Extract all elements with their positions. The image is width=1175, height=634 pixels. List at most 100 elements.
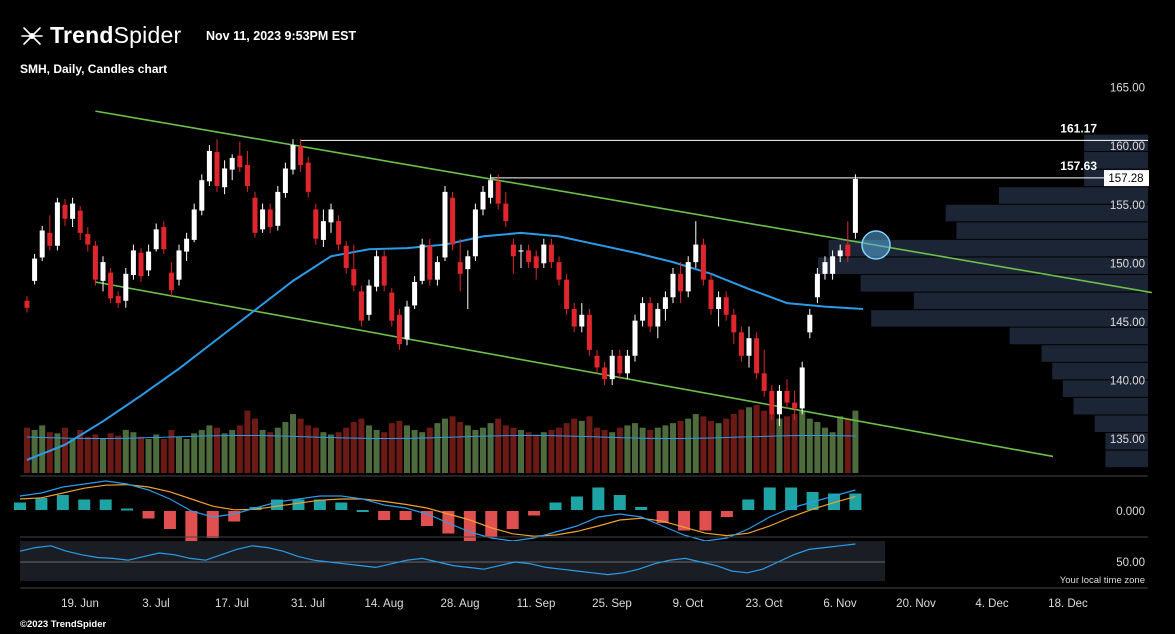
- volume-bar: [373, 429, 380, 473]
- volume-bar: [39, 425, 46, 473]
- candle-body: [374, 256, 380, 287]
- volume-bar: [442, 418, 448, 473]
- volume-profile-bar: [1094, 415, 1148, 433]
- volume-bar: [138, 436, 144, 473]
- candle-body: [837, 250, 843, 257]
- macd-histogram-bar: [742, 499, 755, 510]
- volume-profile-bar: [1041, 345, 1148, 362]
- volume-bar: [654, 427, 661, 473]
- candle-body: [214, 152, 220, 187]
- volume-bar: [753, 405, 760, 473]
- last-price-label: 157.28: [1108, 173, 1143, 185]
- volume-bar: [480, 427, 486, 473]
- volume-bar: [84, 436, 91, 473]
- time-tick-label: 25. Sep: [592, 598, 632, 610]
- candle-body: [184, 238, 190, 252]
- candle-body: [465, 256, 471, 270]
- macd-histogram-bar: [699, 511, 712, 531]
- volume-bar: [229, 429, 236, 473]
- volume-profile: [818, 134, 1148, 468]
- candle-body: [252, 197, 258, 233]
- candle-body: [632, 320, 638, 356]
- macd-histogram-bar: [635, 507, 648, 510]
- candle-body: [290, 145, 296, 170]
- macd-histogram-bar: [570, 496, 583, 510]
- candle-body: [662, 297, 668, 309]
- volume-bar: [274, 427, 281, 473]
- volume-profile-bar: [1084, 134, 1148, 152]
- candle-body: [510, 244, 516, 257]
- volume-bar: [358, 418, 365, 473]
- volume-bar: [267, 432, 274, 473]
- candle-body: [237, 155, 243, 168]
- volume-bar: [168, 429, 175, 473]
- rsi-axis-label: 50.00: [1116, 557, 1145, 569]
- timezone-note: Your local time zone: [1059, 575, 1145, 586]
- volume-profile-bar: [1105, 450, 1148, 468]
- macd-histogram-bar: [35, 498, 48, 510]
- time-tick-label: 3. Jul: [142, 598, 170, 610]
- time-tick-label: 17. Jul: [215, 598, 249, 610]
- volume-bar: [768, 414, 775, 473]
- volume-bar: [388, 423, 395, 473]
- candle-body: [62, 204, 68, 219]
- macd-histogram-bar: [378, 511, 391, 520]
- volume-profile-bar: [1009, 327, 1148, 345]
- volume-bar: [366, 425, 372, 473]
- time-tick-label: 28. Aug: [440, 598, 479, 610]
- macd-histogram-bar: [313, 499, 326, 510]
- volume-bar: [540, 432, 547, 473]
- macd-histogram-bar: [292, 499, 305, 510]
- candle-body: [571, 308, 577, 327]
- volume-bar: [556, 427, 562, 473]
- candle-body: [602, 367, 608, 380]
- macd-histogram-bar: [528, 511, 541, 516]
- candle-body: [617, 355, 623, 374]
- volume-bar: [396, 420, 403, 473]
- volume-bar: [799, 410, 806, 473]
- macd-histogram-bar: [163, 511, 176, 529]
- volume-bar: [472, 429, 479, 473]
- timestamp: Nov 11, 2023 9:53PM EST: [206, 29, 357, 43]
- volume-bar: [601, 429, 608, 473]
- volume-profile-bar: [913, 292, 1148, 310]
- candle-body: [275, 191, 281, 226]
- volume-bar: [176, 436, 182, 473]
- trendspider-logo-icon: [21, 26, 43, 45]
- candle-body: [244, 164, 250, 187]
- volume-bar: [434, 423, 441, 473]
- candle-body: [381, 256, 387, 286]
- candle-body: [404, 306, 410, 340]
- volume-bar: [761, 410, 768, 473]
- volume-bar: [191, 433, 198, 473]
- volume-bar: [548, 429, 555, 473]
- volume-profile-bar: [860, 275, 1148, 292]
- volume-bar: [290, 414, 296, 473]
- macd-panel: 0.000: [14, 475, 1148, 542]
- volume-bar: [708, 420, 714, 473]
- candle-body: [769, 390, 775, 415]
- volume-bar: [844, 418, 851, 473]
- candle-body: [822, 262, 828, 274]
- volume-bar: [130, 432, 137, 473]
- volume-bar: [236, 425, 243, 473]
- macd-histogram-bar: [206, 511, 219, 538]
- volume-bar: [692, 414, 699, 473]
- time-tick-label: 6. Nov: [823, 598, 856, 610]
- volume-bar: [305, 425, 312, 473]
- volume-bar: [510, 427, 517, 473]
- macd-histogram-bar: [399, 511, 412, 520]
- volume-bar: [449, 416, 456, 473]
- candle-body: [495, 181, 501, 204]
- candle-body: [366, 285, 372, 315]
- level-label: 157.63: [1060, 159, 1097, 173]
- volume-bar: [624, 425, 631, 473]
- volume-bar: [464, 425, 471, 473]
- candle-body: [814, 273, 820, 298]
- volume-bar: [404, 425, 410, 473]
- volume-bar: [457, 422, 464, 473]
- volume-bar: [198, 429, 205, 473]
- macd-histogram-bar: [271, 499, 284, 510]
- macd-histogram-bar: [549, 502, 562, 510]
- macd-histogram-bar: [185, 511, 198, 541]
